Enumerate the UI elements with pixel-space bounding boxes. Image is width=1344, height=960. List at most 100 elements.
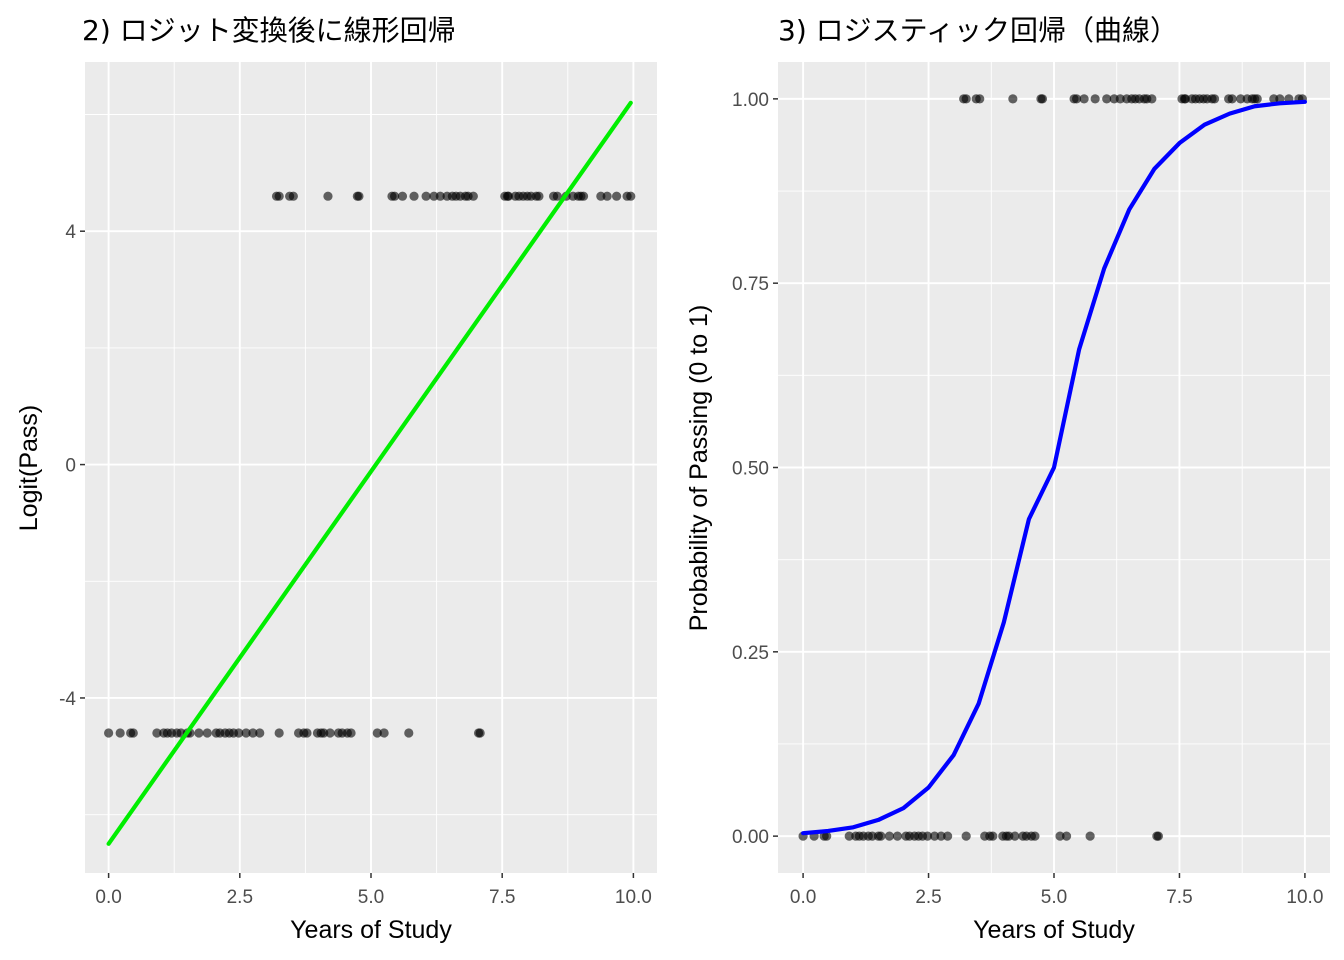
data-point <box>372 728 382 738</box>
data-point <box>255 728 265 738</box>
fit-line <box>800 99 1308 836</box>
data-point <box>288 191 298 201</box>
data-point <box>1010 831 1020 841</box>
x-tick-label: 0.0 <box>790 887 816 908</box>
data-point <box>390 191 400 201</box>
data-point <box>626 191 636 201</box>
panel-logistic: 3) ロジスティック回帰（曲線） 0.0 2.5 5.0 7.5 10.0 0.000.… <box>685 14 1330 944</box>
y-tick-label: -4 <box>59 689 76 710</box>
data-point <box>302 728 312 738</box>
data-point <box>234 728 244 738</box>
data-point <box>988 831 998 841</box>
data-point <box>1227 94 1237 104</box>
data-point <box>475 728 485 738</box>
y-axis-label-logit: Logit(Pass) <box>15 405 43 531</box>
data-point <box>248 728 258 738</box>
data-point <box>943 831 953 841</box>
data-point <box>1115 94 1125 104</box>
data-point <box>152 728 162 738</box>
data-point <box>346 728 356 738</box>
chart-title-logistic: 3) ロジスティック回帰（曲線） <box>778 14 1178 47</box>
data-point <box>274 728 284 738</box>
data-point <box>961 94 971 104</box>
grid-logistic <box>778 62 1330 873</box>
y-tick-label: 0 <box>65 456 76 477</box>
data-point <box>274 191 284 201</box>
data-point <box>1071 94 1082 104</box>
data-point <box>325 728 335 738</box>
fit-line <box>106 100 633 846</box>
data-point <box>611 191 622 201</box>
y-tick-label: 4 <box>65 222 76 243</box>
y-tick-label: 0.25 <box>732 643 769 664</box>
data-point <box>929 831 940 841</box>
data-point <box>1153 831 1163 841</box>
data-point <box>323 191 333 201</box>
data-point <box>435 191 445 201</box>
data-point <box>1252 94 1262 104</box>
panel-logit: 2) ロジット変換後に線形回帰 0.0 2.5 5.0 7.5 10.0 -4 0 4 Ye… <box>15 14 657 944</box>
data-point <box>1085 831 1095 841</box>
y-tick-label: 0.50 <box>732 459 769 480</box>
x-tick-label: 2.5 <box>915 887 941 908</box>
data-point <box>1180 94 1191 104</box>
data-point <box>1008 94 1018 104</box>
x-tick-label: 7.5 <box>1166 887 1192 908</box>
x-tick-label: 5.0 <box>358 887 384 908</box>
data-point <box>1102 94 1112 104</box>
data-point <box>876 831 886 841</box>
y-axis-label-logistic: Probability of Passing (0 to 1) <box>685 305 713 632</box>
data-point <box>552 191 562 201</box>
data-point <box>194 728 204 738</box>
data-point <box>421 191 431 201</box>
x-ticks-logit: 0.0 2.5 5.0 7.5 10.0 <box>95 873 652 908</box>
data-point <box>319 728 329 738</box>
data-point <box>1037 94 1048 104</box>
data-point <box>975 94 985 104</box>
x-tick-label: 7.5 <box>489 887 515 908</box>
chart-title-logit: 2) ロジット変換後に線形回帰 <box>82 14 456 47</box>
data-point <box>602 191 612 201</box>
x-tick-label: 0.0 <box>95 887 121 908</box>
data-point <box>429 191 439 201</box>
data-point <box>404 728 414 738</box>
data-point <box>884 831 895 841</box>
x-ticks-logistic: 0.0 2.5 5.0 7.5 10.0 <box>790 873 1323 908</box>
data-point <box>115 728 125 738</box>
data-point <box>596 191 606 201</box>
y-ticks-logit: -4 0 4 <box>59 222 85 710</box>
y-ticks-logistic: 0.00 0.25 0.50 0.75 1.00 <box>732 90 778 848</box>
data-point <box>1236 94 1246 104</box>
data-point <box>241 728 251 738</box>
data-point <box>1055 831 1065 841</box>
y-tick-label: 0.75 <box>732 274 769 295</box>
data-point <box>1079 94 1089 104</box>
data-point <box>1147 94 1157 104</box>
data-point <box>104 728 114 738</box>
x-tick-label: 10.0 <box>615 887 652 908</box>
data-point <box>1030 831 1040 841</box>
y-tick-label: 1.00 <box>732 90 769 111</box>
data-point <box>128 728 138 738</box>
x-tick-label: 2.5 <box>227 887 253 908</box>
data-point <box>1090 94 1100 104</box>
x-tick-label: 5.0 <box>1041 887 1067 908</box>
data-point <box>844 831 854 841</box>
data-point <box>578 191 589 201</box>
data-point <box>961 831 971 841</box>
data-point <box>503 191 514 201</box>
data-point <box>534 191 544 201</box>
data-point <box>1209 94 1220 104</box>
x-axis-label-logit: Years of Study <box>290 916 452 944</box>
data-point <box>822 831 832 841</box>
data-point <box>922 831 933 841</box>
data-point <box>409 191 419 201</box>
data-point <box>379 728 389 738</box>
y-tick-label: 0.00 <box>732 827 769 848</box>
data-point <box>397 191 408 201</box>
data-point <box>892 831 903 841</box>
x-tick-label: 10.0 <box>1286 887 1323 908</box>
marks-logistic <box>798 94 1308 841</box>
data-point <box>202 728 212 738</box>
